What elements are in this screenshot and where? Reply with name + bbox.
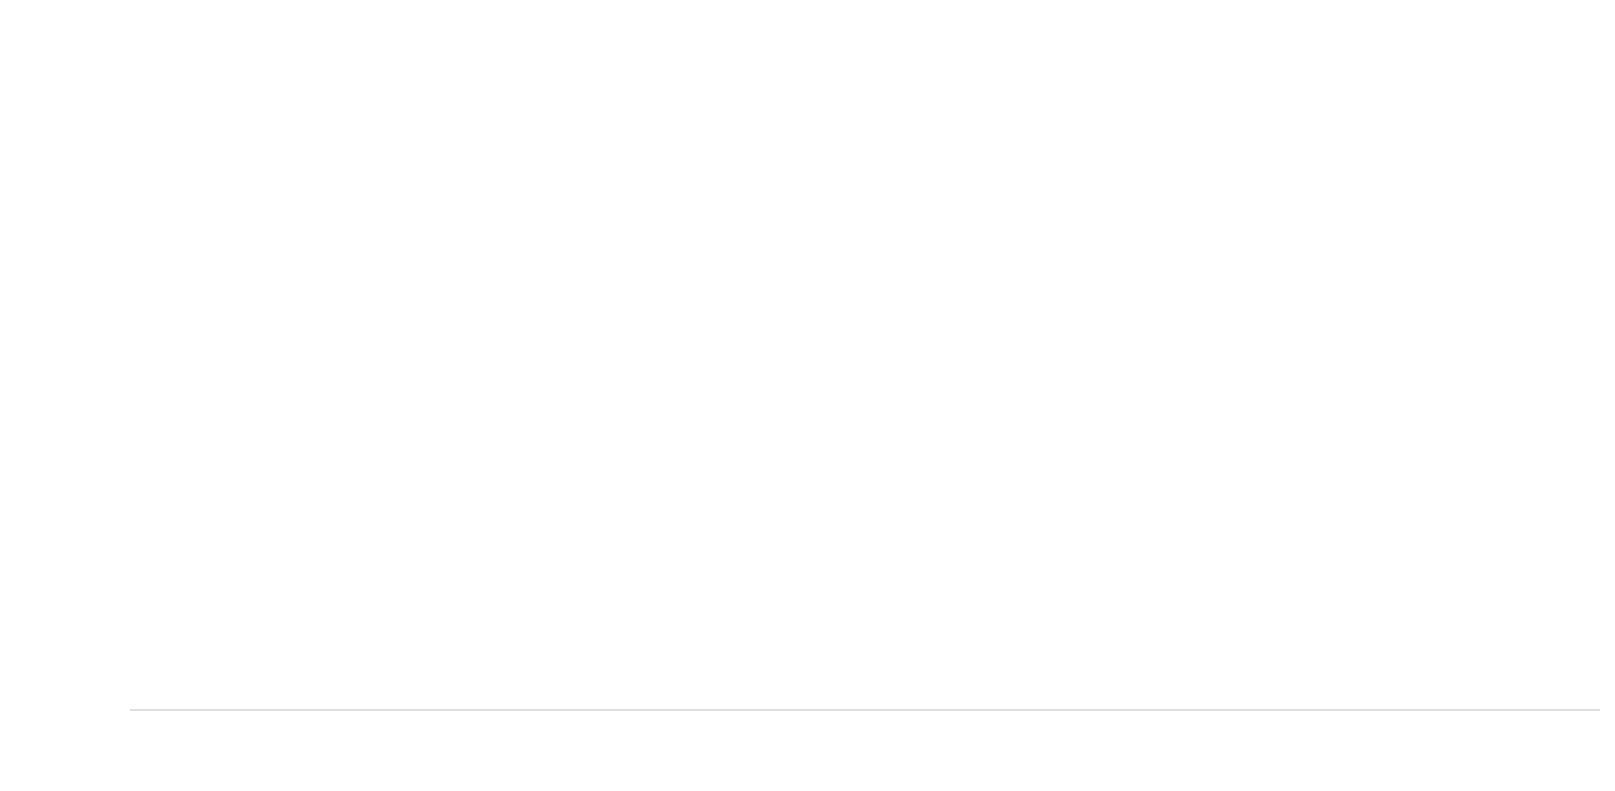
chart-svg <box>0 0 1615 791</box>
nikkei-history-chart <box>0 0 1615 791</box>
